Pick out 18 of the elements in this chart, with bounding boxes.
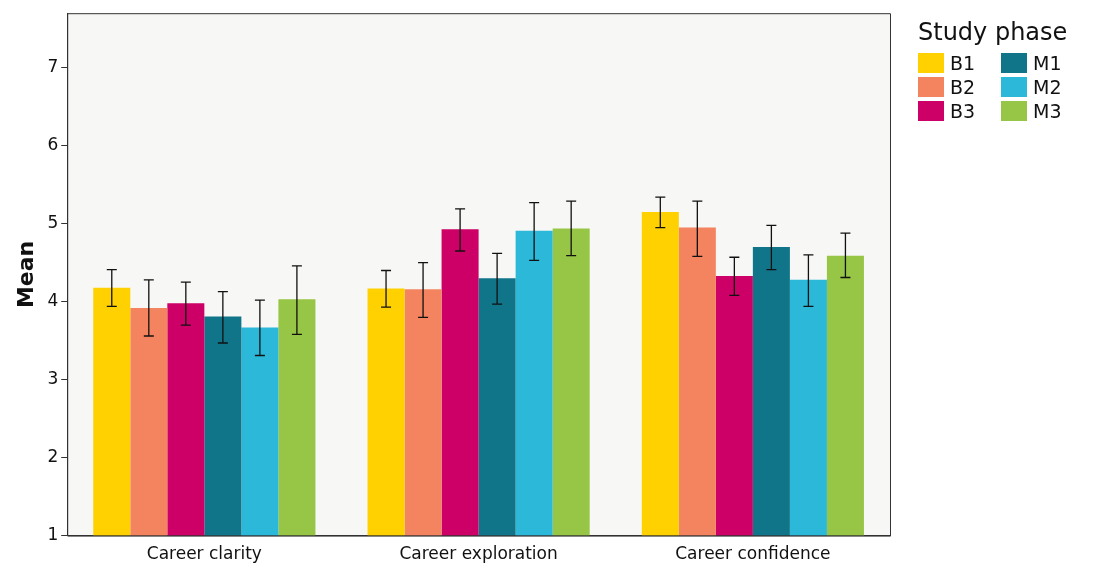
y-tick-label: 4 [47, 290, 59, 311]
legend-label: B2 [950, 76, 976, 98]
x-tick-label: Career confidence [675, 543, 831, 564]
y-tick-label: 2 [47, 446, 59, 467]
y-tick-label: 1 [47, 524, 59, 545]
y-tick-label: 3 [47, 368, 59, 389]
legend-label: B3 [950, 100, 976, 122]
y-tick-label: 5 [47, 212, 59, 233]
y-tick-label: 7 [47, 56, 59, 77]
legend-label: M2 [1032, 76, 1062, 98]
legend-label: M1 [1032, 52, 1062, 74]
legend-label: M3 [1032, 100, 1062, 122]
x-tick-label: Career exploration [399, 543, 558, 564]
legend-label: B1 [950, 52, 976, 74]
x-tick-label: Career clarity [146, 543, 262, 564]
y-axis-title: Mean [12, 240, 38, 309]
legend-title: Study phase [918, 18, 1068, 46]
y-tick-label: 6 [47, 134, 59, 155]
